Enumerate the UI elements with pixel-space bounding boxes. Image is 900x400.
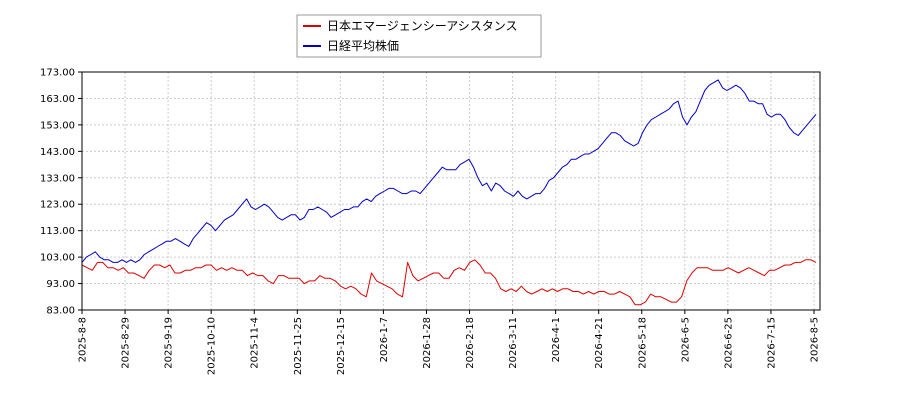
y-tick-label: 103.00 [40, 253, 75, 264]
x-tick-label: 2026-7-15 [766, 317, 777, 369]
y-tick-label: 83.00 [46, 306, 75, 317]
y-tick-label: 93.00 [46, 279, 75, 290]
series-group [81, 79, 817, 306]
x-tick-label: 2025-10-10 [207, 317, 218, 375]
y-tick-label: 143.00 [40, 147, 75, 158]
x-tick-label: 2026-4-21 [594, 317, 605, 369]
x-axis: 2025-8-8 2025-8-29 2025-9-19 2025-10-10 2025… [78, 310, 821, 375]
y-tick-label: 163.00 [40, 94, 75, 105]
x-tick-label: 2025-8-8 [78, 317, 89, 362]
x-tick-label: 2026-8-5 [810, 317, 821, 362]
x-tick-label: 2025-8-29 [121, 317, 132, 369]
legend-label-series-1: 日本エマージェンシーアシスタンス [327, 19, 518, 33]
legend-label-series-2: 日経平均株価 [327, 38, 399, 53]
x-tick-label: 2025-12-15 [336, 317, 347, 375]
y-tick-label: 113.00 [40, 226, 75, 237]
series-line-2 [81, 79, 817, 263]
x-tick-label: 2026-1-7 [379, 317, 390, 362]
x-tick-label: 2025-9-19 [164, 317, 175, 369]
y-tick-label: 133.00 [40, 173, 75, 184]
x-tick-label: 2025-11-4 [250, 317, 261, 369]
y-tick-label: 173.00 [40, 68, 75, 79]
x-tick-label: 2026-2-18 [465, 317, 476, 369]
x-tick-label: 2026-1-28 [422, 317, 433, 369]
legend-box [296, 14, 542, 58]
y-tick-label: 153.00 [40, 120, 75, 131]
x-tick-label: 2025-11-25 [293, 317, 304, 375]
plot-frame [81, 71, 821, 311]
x-tick-label: 2026-6-5 [680, 317, 691, 362]
y-tick-label: 123.00 [40, 200, 75, 211]
x-tick-label: 2026-6-25 [723, 317, 734, 369]
y-axis: 83.00 93.00 103.00 113.00 123.00 133.00 143.00… [40, 68, 82, 317]
x-tick-label: 2026-5-18 [637, 317, 648, 369]
x-tick-label: 2026-4-1 [551, 317, 562, 362]
x-tick-label: 2026-3-11 [508, 317, 519, 369]
grid [81, 71, 820, 311]
series-line-1 [81, 259, 817, 306]
legend: 日本エマージェンシーアシスタンス 日経平均株価 [296, 14, 542, 58]
